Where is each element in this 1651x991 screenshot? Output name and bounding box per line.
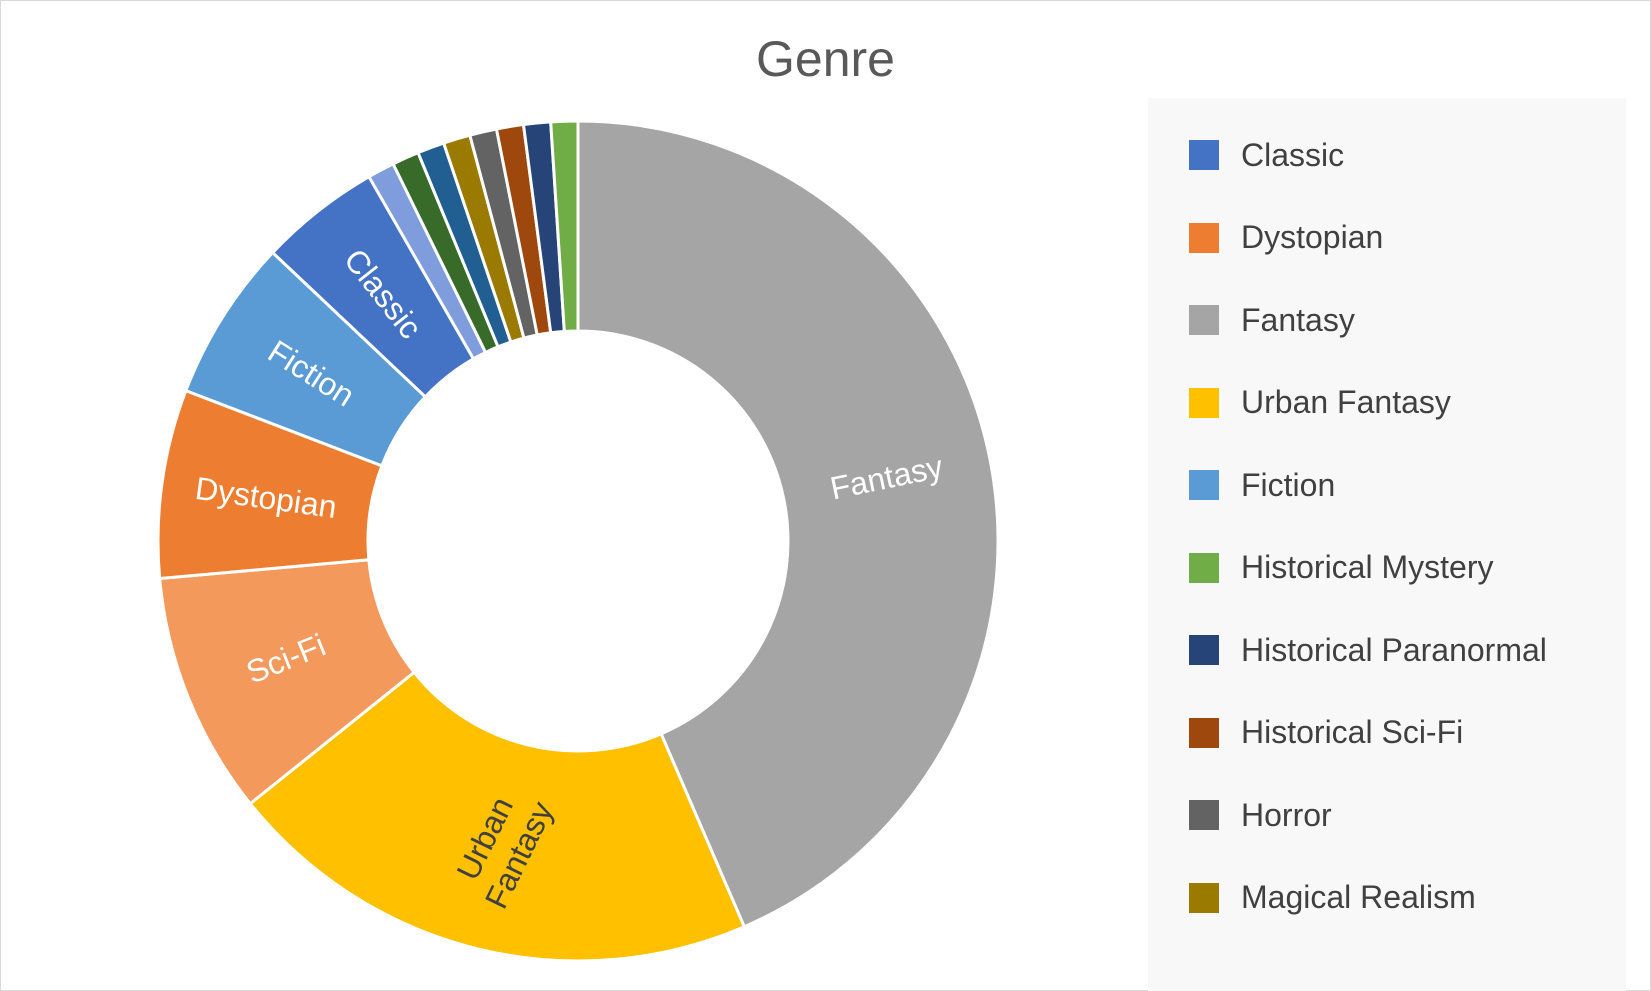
chart-title: Genre [756,31,895,87]
legend-label: Historical Paranormal [1241,631,1547,668]
legend-label: Fantasy [1241,301,1355,338]
legend-label: Dystopian [1241,219,1384,255]
legend-swatch [1189,140,1219,170]
legend-swatch [1189,222,1219,253]
legend: Classic Dystopian Fantasy Urban Fantasy Fict… [1148,98,1626,991]
legend-swatch [1189,387,1219,418]
legend-item-magical-realism: Magical Realism [1189,878,1476,918]
legend-label: Fiction [1241,466,1336,503]
legend-item-fiction: Fiction [1189,465,1335,505]
legend-label: Historical Sci-Fi [1241,714,1464,750]
slice-historical-mystery [549,119,580,334]
legend-swatch [1189,552,1219,583]
legend-item-historical-mystery: Historical Mystery [1189,548,1493,588]
legend-swatch [1189,800,1219,830]
legend-swatch [1189,470,1219,500]
legend-item-urban-fantasy: Urban Fantasy [1189,383,1451,423]
legend-item-classic: Classic [1189,135,1344,175]
slice-fantasy [576,119,1000,929]
legend-swatch [1189,882,1219,913]
legend-label: Magical Realism [1241,879,1476,915]
legend-item-historical-sci-fi: Historical Sci-Fi [1189,713,1463,753]
legend-label: Urban Fantasy [1241,384,1451,420]
legend-label: Historical Mystery [1241,549,1494,585]
legend-item-fantasy: Fantasy [1189,300,1355,340]
legend-item-horror: Horror [1189,795,1332,835]
donut-chart: FantasyUrbanFantasySci-FiDystopianFictio… [156,119,1000,963]
slice-urban-fantasy [248,670,747,963]
legend-label: Horror [1241,796,1332,833]
legend-swatch [1189,305,1219,335]
legend-item-historical-paranormal: Historical Paranormal [1189,630,1547,670]
legend-item-dystopian: Dystopian [1189,218,1383,258]
legend-swatch [1189,717,1219,748]
legend-label: Classic [1241,136,1345,173]
legend-swatch [1189,635,1219,665]
